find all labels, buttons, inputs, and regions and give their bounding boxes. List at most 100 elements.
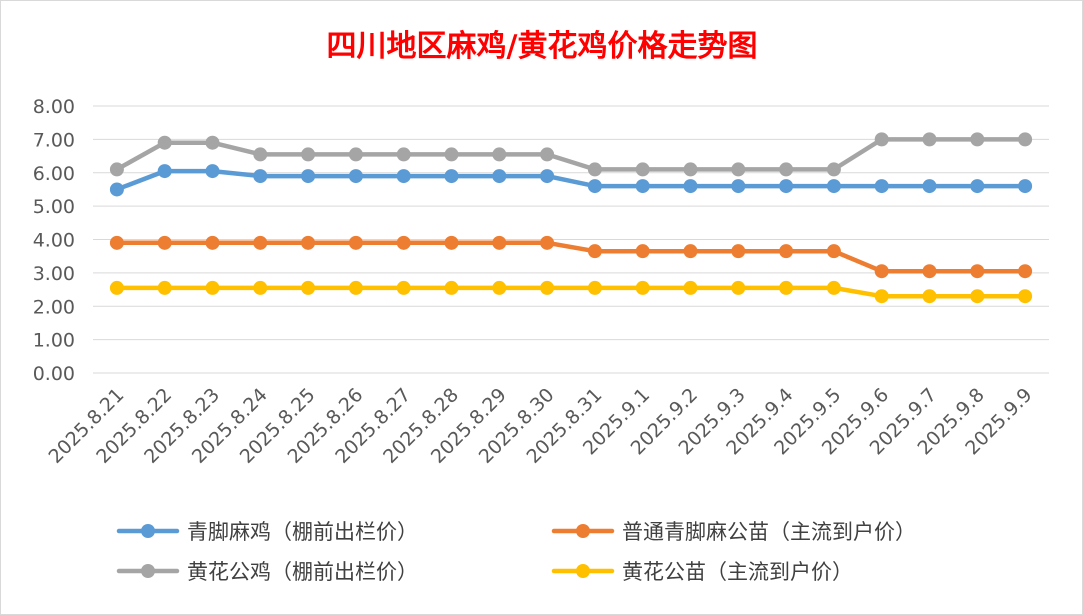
data-point: [1018, 179, 1033, 194]
data-point: [779, 244, 794, 259]
data-point: [874, 264, 889, 279]
data-point: [1018, 264, 1033, 279]
data-point: [492, 280, 507, 295]
y-tick-label: 1.00: [33, 330, 75, 352]
data-point: [205, 235, 220, 250]
data-point: [683, 162, 698, 177]
series-line: [114, 137, 1028, 172]
data-point: [826, 244, 841, 259]
data-point: [444, 169, 459, 184]
data-point: [970, 289, 985, 304]
data-point: [348, 235, 363, 250]
data-point: [731, 162, 746, 177]
data-point: [157, 280, 172, 295]
data-point: [779, 179, 794, 194]
data-point: [348, 147, 363, 162]
data-point: [253, 147, 268, 162]
data-point: [635, 244, 650, 259]
series-3: [109, 280, 1033, 304]
data-point: [970, 264, 985, 279]
y-tick-label: 7.00: [33, 129, 75, 151]
data-point: [731, 179, 746, 194]
series-line: [114, 240, 1028, 274]
data-point: [540, 169, 555, 184]
data-point: [635, 162, 650, 177]
data-point: [444, 147, 459, 162]
y-tick-label: 8.00: [33, 96, 75, 118]
data-point: [301, 169, 316, 184]
data-point: [540, 235, 555, 250]
series-lines: [109, 132, 1033, 304]
y-tick-label: 2.00: [33, 296, 75, 318]
y-tick-label: 4.00: [33, 230, 75, 252]
data-point: [826, 179, 841, 194]
data-point: [444, 280, 459, 295]
y-tick-label: 3.00: [33, 263, 75, 285]
y-axis-ticks: 0.00 1.00 2.00 3.00 4.00 5.00 6.00 7.00 8.00: [33, 96, 75, 385]
data-point: [540, 280, 555, 295]
data-point: [826, 280, 841, 295]
data-point: [922, 132, 937, 147]
series-1: [109, 235, 1033, 279]
legend-label: 黄花公鸡（棚前出栏价）: [187, 560, 418, 584]
legend-item: 黄花公鸡（棚前出栏价）: [116, 560, 418, 584]
data-point: [874, 179, 889, 194]
legend-swatch-marker: [576, 524, 590, 538]
data-point: [683, 179, 698, 194]
data-point: [922, 179, 937, 194]
series-0: [109, 164, 1033, 197]
data-point: [396, 147, 411, 162]
data-point: [157, 235, 172, 250]
data-point: [444, 235, 459, 250]
chart-title: 四川地区麻鸡/黄花鸡价格走势图: [327, 29, 758, 64]
data-point: [970, 179, 985, 194]
legend-swatch-marker: [141, 524, 155, 538]
gridlines: [93, 105, 1049, 374]
data-point: [683, 244, 698, 259]
data-point: [731, 244, 746, 259]
y-tick-label: 6.00: [33, 163, 75, 185]
data-point: [540, 147, 555, 162]
data-point: [492, 169, 507, 184]
data-point: [396, 235, 411, 250]
data-point: [874, 289, 889, 304]
data-point: [109, 162, 124, 177]
data-point: [301, 147, 316, 162]
legend-label: 黄花公苗（主流到户价）: [622, 560, 853, 584]
data-point: [301, 280, 316, 295]
data-point: [109, 182, 124, 197]
data-point: [970, 132, 985, 147]
data-point: [587, 280, 602, 295]
data-point: [635, 280, 650, 295]
data-point: [1018, 289, 1033, 304]
data-point: [492, 147, 507, 162]
legend-item: 青脚麻鸡（棚前出栏价）: [116, 520, 418, 544]
data-point: [922, 289, 937, 304]
data-point: [396, 169, 411, 184]
data-point: [396, 280, 411, 295]
data-point: [157, 164, 172, 179]
series-line: [114, 168, 1028, 192]
data-point: [587, 244, 602, 259]
legend-item: 黄花公苗（主流到户价）: [551, 560, 853, 584]
y-tick-label: 5.00: [33, 196, 75, 218]
data-point: [683, 280, 698, 295]
data-point: [253, 280, 268, 295]
y-tick-label: 0.00: [33, 363, 75, 385]
legend-swatch-marker: [141, 564, 155, 578]
data-point: [779, 162, 794, 177]
legend-label: 青脚麻鸡（棚前出栏价）: [187, 520, 418, 544]
data-point: [301, 235, 316, 250]
legend-label: 普通青脚麻公苗（主流到户价）: [622, 520, 916, 544]
data-point: [779, 280, 794, 295]
data-point: [1018, 132, 1033, 147]
legend-swatch-marker: [576, 564, 590, 578]
data-point: [348, 280, 363, 295]
data-point: [157, 135, 172, 150]
data-point: [205, 164, 220, 179]
data-point: [205, 135, 220, 150]
data-point: [348, 169, 363, 184]
data-point: [826, 162, 841, 177]
data-point: [587, 179, 602, 194]
